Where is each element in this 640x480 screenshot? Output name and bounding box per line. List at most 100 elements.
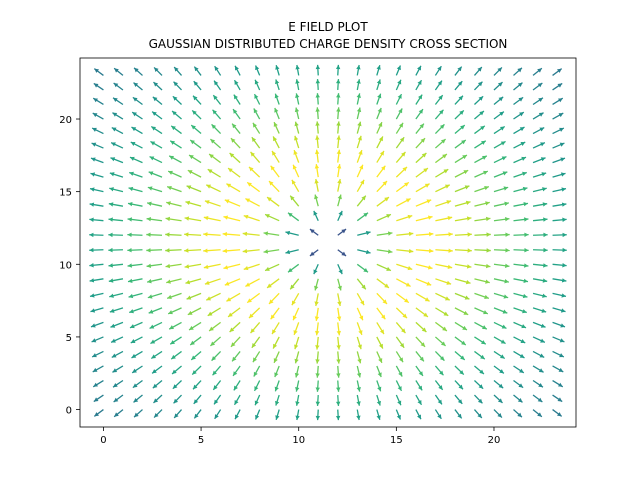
field-arrow <box>128 292 143 299</box>
field-arrow <box>190 350 202 361</box>
field-arrow <box>89 217 104 222</box>
field-arrow <box>314 278 319 291</box>
field-arrow <box>493 321 507 329</box>
field-arrow <box>454 185 470 193</box>
field-arrow <box>275 64 280 76</box>
field-arrow <box>336 336 341 350</box>
field-arrow <box>513 156 527 164</box>
field-arrow <box>532 202 548 207</box>
field-arrow <box>315 121 320 134</box>
field-arrow <box>435 153 448 164</box>
field-arrow <box>532 292 547 298</box>
field-arrow <box>211 123 222 134</box>
field-arrow <box>513 379 524 389</box>
field-arrow <box>474 140 487 149</box>
field-arrow <box>169 336 182 345</box>
field-arrow <box>168 155 182 164</box>
field-arrow <box>253 108 261 120</box>
field-arrow <box>208 321 221 332</box>
field-arrow <box>435 200 452 207</box>
field-arrow <box>248 166 261 178</box>
field-arrow <box>336 164 342 178</box>
field-arrow <box>263 231 280 236</box>
field-arrow <box>513 321 527 329</box>
field-arrow <box>474 248 491 253</box>
field-arrow <box>454 278 471 285</box>
field-arrow <box>435 292 450 301</box>
field-arrow <box>233 94 241 105</box>
field-arrow <box>434 380 444 391</box>
field-arrow <box>130 336 143 344</box>
field-arrow <box>294 135 300 149</box>
field-arrow <box>150 125 163 135</box>
field-arrow <box>552 409 563 417</box>
field-arrow <box>234 65 241 76</box>
field-arrow <box>132 96 143 106</box>
field-arrow <box>273 351 280 364</box>
field-arrow <box>193 66 202 76</box>
field-arrow <box>222 231 241 237</box>
field-arrow <box>295 79 300 91</box>
field-arrow <box>376 93 382 105</box>
field-arrow <box>193 394 202 405</box>
field-arrow <box>356 135 362 149</box>
field-arrow <box>171 110 182 120</box>
field-arrow <box>454 394 463 405</box>
field-arrow <box>532 336 546 343</box>
field-arrow <box>309 249 319 257</box>
field-arrow <box>336 121 341 134</box>
field-arrow <box>454 109 465 120</box>
x-tick-label: 20 <box>488 435 501 446</box>
field-arrow <box>532 157 546 164</box>
field-arrow <box>336 93 341 105</box>
field-arrow <box>108 202 124 207</box>
field-arrow <box>108 217 124 222</box>
field-arrow <box>246 181 261 193</box>
field-arrow <box>376 278 390 289</box>
field-arrow <box>513 201 529 207</box>
field-arrow <box>552 263 567 268</box>
field-arrow <box>415 199 432 207</box>
field-arrow <box>415 137 426 149</box>
field-arrow <box>287 212 300 222</box>
field-arrow <box>415 307 429 318</box>
field-arrow <box>150 336 163 345</box>
field-arrow <box>208 153 221 164</box>
field-arrow <box>493 409 503 419</box>
field-arrow <box>213 80 222 91</box>
field-arrow <box>230 336 241 348</box>
field-arrow <box>173 81 183 91</box>
field-arrow <box>376 107 382 120</box>
field-arrow <box>170 350 182 360</box>
field-arrow <box>90 157 104 164</box>
field-arrow <box>314 322 320 336</box>
field-arrow <box>415 292 430 302</box>
field-arrow <box>223 215 241 222</box>
field-arrow <box>493 248 510 253</box>
field-arrow <box>415 167 429 178</box>
field-arrow <box>295 409 300 421</box>
field-arrow <box>173 66 183 76</box>
field-arrow <box>493 263 510 268</box>
field-arrow <box>473 81 483 91</box>
field-arrow <box>315 93 320 105</box>
field-arrow <box>166 278 182 284</box>
field-arrow <box>415 263 433 270</box>
field-arrow <box>395 365 403 377</box>
field-arrow <box>513 141 526 149</box>
field-arrow <box>212 94 222 105</box>
y-tick-label: 5 <box>66 333 72 344</box>
field-arrow <box>153 66 163 76</box>
field-arrow <box>275 394 280 406</box>
field-arrow <box>274 380 280 392</box>
y-tick-label: 0 <box>66 406 72 417</box>
field-arrow <box>337 210 343 221</box>
field-arrow <box>395 321 406 334</box>
field-arrow <box>454 307 469 316</box>
field-arrow <box>127 201 143 207</box>
field-arrow <box>129 321 143 329</box>
field-arrow <box>203 248 221 253</box>
field-arrow <box>513 82 523 91</box>
field-arrow <box>133 394 143 403</box>
field-arrow <box>108 278 124 283</box>
